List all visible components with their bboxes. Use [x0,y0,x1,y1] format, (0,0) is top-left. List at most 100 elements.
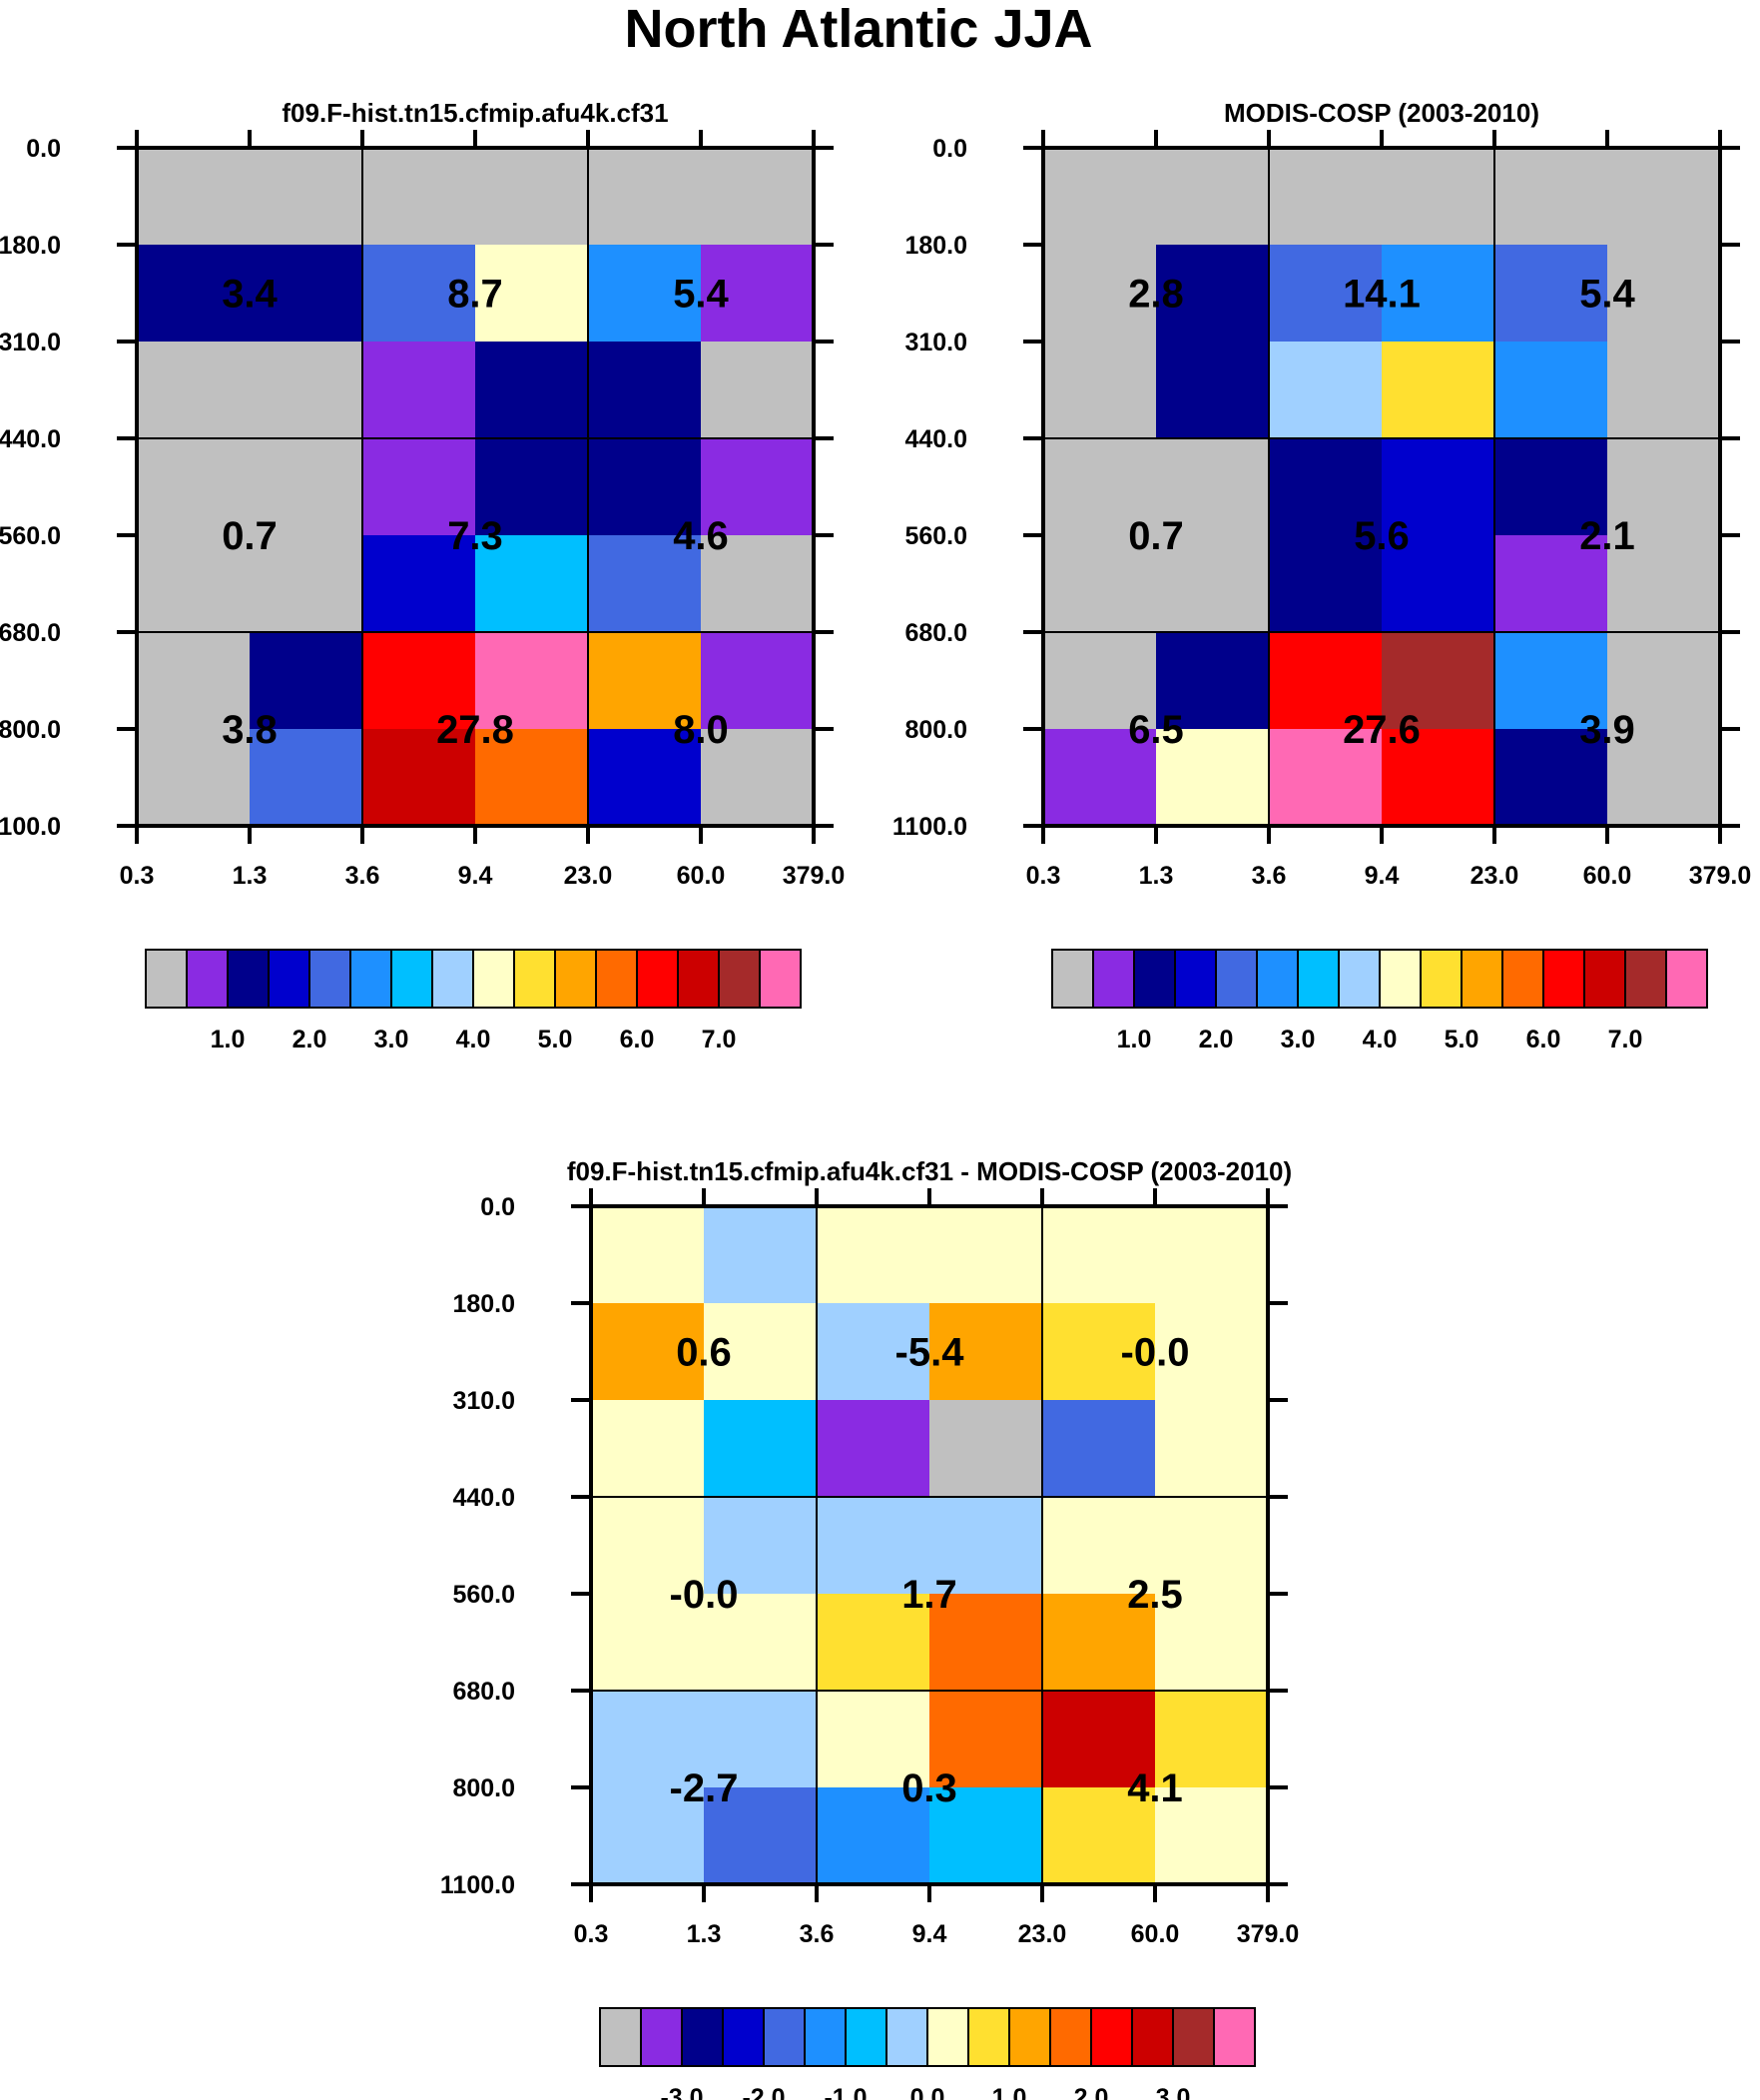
heatmap-cell [475,729,589,827]
x-tick-label: 0.3 [120,862,155,890]
heatmap-cell [1043,438,1157,536]
heatmap-cell [929,1594,1043,1692]
heatmap-cell [475,342,589,439]
y-tick-label: 310.0 [452,1387,515,1415]
x-tick-label: 60.0 [677,862,726,890]
heatmap-cell [137,342,251,439]
legend-swatch [595,949,638,1009]
x-tick-label: 23.0 [1470,862,1519,890]
heatmap-cell [1607,245,1721,343]
heatmap-cell [137,535,251,633]
heatmap-cell [701,148,815,246]
legend-label: 2.0 [1074,2084,1109,2100]
legend-swatch [599,2007,642,2067]
legend-swatch [1501,949,1544,1009]
box-value-label: 0.6 [676,1331,732,1375]
y-tick-label: 0.0 [932,135,967,163]
heatmap-cell [817,1787,930,1885]
box-value-label: 1.7 [901,1573,957,1617]
legend-swatch [1090,2007,1133,2067]
heatmap-cell [1382,632,1495,730]
heatmap-cell [1494,438,1608,536]
heatmap-cell [1156,438,1270,536]
heatmap-cell [250,535,363,633]
panel-title: f09.F-hist.tn15.cfmip.afu4k.cf31 - MODIS… [567,1156,1292,1186]
legend-swatch [759,949,802,1009]
y-tick-label: 800.0 [452,1774,515,1802]
heatmap-cell [250,245,363,343]
legend-swatch [268,949,310,1009]
y-tick-label: 560.0 [452,1581,515,1609]
y-tick-label: 440.0 [904,425,967,453]
heatmap-cell [1494,342,1608,439]
heatmap-cell [1269,632,1383,730]
heatmap-cell [1269,148,1383,246]
heatmap-cell [250,632,363,730]
heatmap-cell [362,632,476,730]
heatmap-cell [1156,342,1270,439]
heatmap-cell [137,245,251,343]
legend-swatch [640,2007,683,2067]
box-value-label: 0.7 [222,514,278,558]
heatmap-cell [362,342,476,439]
legend-swatch [1461,949,1503,1009]
legend-swatch [1297,949,1340,1009]
heatmap-cell [1607,632,1721,730]
heatmap-cell [1042,1594,1156,1692]
y-tick-label: 1100.0 [892,813,967,841]
box-value-label: -0.0 [1121,1331,1190,1375]
y-tick-label: 0.0 [26,135,61,163]
legend-swatch [513,949,556,1009]
box-value-label: 5.6 [1354,514,1410,558]
legend-label: 5.0 [538,1026,573,1053]
heatmap-cell [475,438,589,536]
y-tick-label: 440.0 [0,425,61,453]
legend-swatch [1131,2007,1174,2067]
heatmap-cell [1042,1691,1156,1788]
heatmap-cell [588,729,702,827]
box-value-label: 2.5 [1127,1573,1183,1617]
box-value-label: 14.1 [1343,273,1421,317]
y-tick-label: 440.0 [452,1484,515,1512]
heatmap-cell [1043,729,1157,827]
legend-label: 4.0 [1363,1026,1398,1053]
legend-swatch [1624,949,1667,1009]
legend-label: 2.0 [1199,1026,1234,1053]
heatmap-cell [1043,535,1157,633]
heatmap-cell [591,1787,705,1885]
heatmap-cell [1042,1206,1156,1304]
x-tick-label: 60.0 [1583,862,1632,890]
heatmap-cell [1155,1497,1269,1595]
heatmap-cell [250,729,363,827]
heatmap-cell [701,245,815,343]
heatmap-cell [1155,1206,1269,1304]
y-tick-label: 680.0 [0,619,61,647]
box-value-label: 6.5 [1128,708,1184,752]
legend-label: 5.0 [1445,1026,1479,1053]
legend-label: 7.0 [702,1026,737,1053]
y-tick-label: 680.0 [452,1678,515,1706]
legend-swatch [349,949,392,1009]
heatmap-cell [1494,632,1608,730]
legend-swatch [636,949,679,1009]
heatmap-cell [1269,245,1383,343]
legend-swatch [845,2007,887,2067]
heatmap-cell [1155,1787,1269,1885]
legend-swatch [1583,949,1626,1009]
legend-swatch [1092,949,1135,1009]
legend-swatch [1174,949,1217,1009]
heatmap-cell [1269,729,1383,827]
heatmap-cell [475,632,589,730]
legend-swatch [1049,2007,1092,2067]
box-value-label: 4.1 [1127,1766,1183,1810]
heatmap-cell [588,535,702,633]
box-value-label: -2.7 [670,1766,739,1810]
legend-swatch [967,2007,1010,2067]
x-tick-label: 379.0 [1689,862,1752,890]
panel-modis-cosp: MODIS-COSP (2003-2010) 0.0 180.0 310.0 440.0… [892,98,1751,1053]
heatmap-cell [1042,1400,1156,1498]
legend-label: 0.0 [910,2084,945,2100]
legend-swatch [1542,949,1585,1009]
heatmap-cell [591,1303,705,1401]
legend-swatch [1213,2007,1256,2067]
